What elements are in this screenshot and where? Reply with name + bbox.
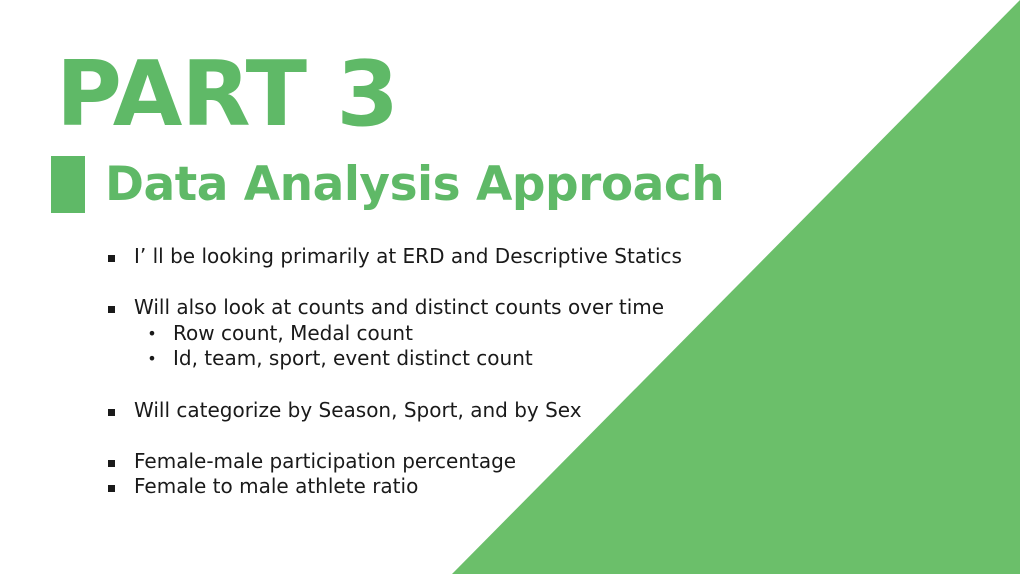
bullet-item: Female-male participation percentage	[103, 449, 743, 475]
square-bullet-icon	[108, 459, 115, 467]
bullet-item: I’ ll be looking primarily at ERD and De…	[103, 244, 743, 270]
sub-bullet-text: Row count, Medal count	[173, 320, 413, 345]
sub-bullet-item: • Id, team, sport, event distinct count	[103, 346, 743, 372]
bullet-text: I’ ll be looking primarily at ERD and De…	[134, 244, 682, 268]
square-bullet-icon	[108, 306, 115, 314]
bullet-text: Female to male athlete ratio	[134, 474, 419, 499]
accent-bar	[51, 156, 85, 213]
sub-bullet-text: Id, team, sport, event distinct count	[173, 346, 533, 371]
bullet-item: Will categorize by Season, Sport, and by…	[103, 398, 743, 424]
square-bullet-icon	[108, 485, 115, 493]
round-bullet-icon: •	[147, 349, 157, 369]
bullet-item: Female to male athlete ratio	[103, 474, 743, 500]
bullet-text: Will categorize by Season, Sport, and by…	[134, 397, 582, 422]
square-bullet-icon	[108, 255, 115, 262]
bullet-text: Female-male participation percentage	[134, 448, 517, 473]
bullet-list: I’ ll be looking primarily at ERD and De…	[103, 244, 743, 500]
square-bullet-icon	[108, 408, 115, 416]
bullet-item: Will also look at counts and distinct co…	[103, 295, 743, 321]
sub-bullet-item: • Row count, Medal count	[103, 321, 743, 347]
slide-subtitle: Data Analysis Approach	[105, 157, 725, 212]
bullet-text: Will also look at counts and distinct co…	[134, 295, 665, 320]
round-bullet-icon: •	[147, 323, 157, 343]
part-title: PART 3	[56, 42, 399, 147]
